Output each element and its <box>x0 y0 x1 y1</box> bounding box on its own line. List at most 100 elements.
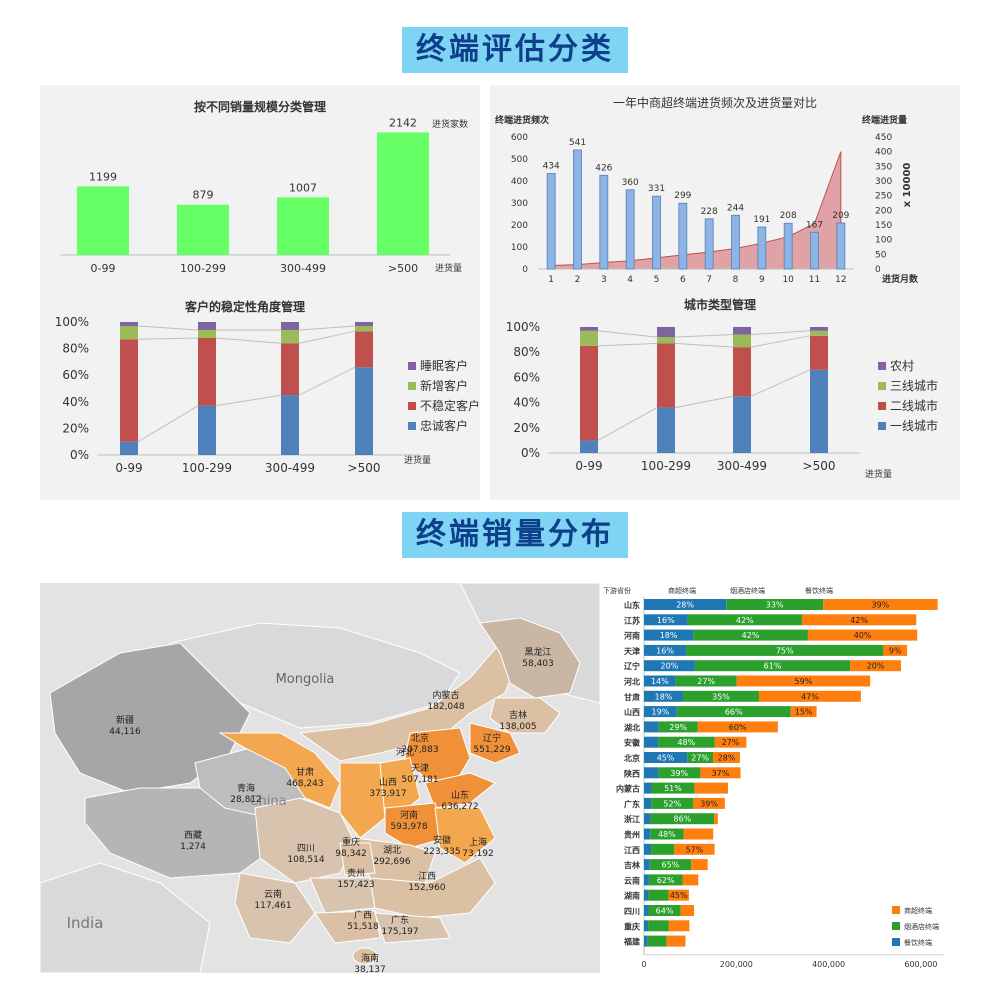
stacked-segment <box>733 327 751 335</box>
stacked-segment <box>807 629 918 641</box>
stacked-segment <box>700 767 741 779</box>
x-axis-label: 进货量 <box>435 262 462 274</box>
x-tick-label: 100-299 <box>641 459 691 473</box>
province-name: 广西 <box>354 909 372 921</box>
province-name: 重庆 <box>342 836 360 848</box>
stacked-segment <box>580 330 598 346</box>
chart-customer-stability: 客户的稳定性角度管理 进货量 0% 20% 40% 60% 80% 100% 0-99 100… <box>40 295 480 500</box>
data-label: 1007 <box>289 181 317 194</box>
bar <box>757 226 767 270</box>
segment-label: 27% <box>691 754 709 763</box>
category-label: 湖南 <box>624 891 640 901</box>
stacked-segment <box>713 752 740 763</box>
column-header-province: 下游省份 <box>603 586 631 595</box>
stacked-segment <box>651 782 695 794</box>
china-sales-map: Mongolia China India 黑龙江 58,403 新疆 44,116 内蒙… <box>39 582 601 975</box>
series-connector <box>750 335 811 348</box>
stacked-segment <box>644 828 651 840</box>
province-jilin <box>489 697 561 734</box>
province-name: 湖北 <box>383 845 401 856</box>
legend-swatch <box>892 938 900 946</box>
segment-label: 20% <box>661 662 679 671</box>
segment-label: 47% <box>801 692 819 701</box>
legend-swatch <box>408 362 416 370</box>
province-value: 28,812 <box>230 795 262 805</box>
legend-label: 不稳定客户 <box>420 398 480 413</box>
province-gansu <box>218 732 341 809</box>
stacked-segment <box>355 367 373 455</box>
province-heilongjiang <box>479 617 581 699</box>
stacked-segment <box>648 874 683 886</box>
data-label: 331 <box>648 184 665 194</box>
province-value: 73,192 <box>462 849 494 859</box>
data-label: 191 <box>753 215 770 225</box>
y-axis-label-left: 终端进货频次 <box>494 114 549 126</box>
stacked-segment <box>810 330 828 336</box>
stacked-segment <box>697 721 778 733</box>
stacked-segment <box>281 395 299 455</box>
column-header-label: 商超终端 <box>668 586 696 595</box>
province-guangdong <box>374 912 451 944</box>
segment-label: 15% <box>795 708 813 717</box>
province-liaoning <box>469 722 521 764</box>
stacked-segment <box>580 440 598 453</box>
x-tick-label: 300-499 <box>265 461 315 475</box>
bar <box>177 204 229 255</box>
y-tick-right: 450 <box>875 133 892 143</box>
x-tick-label: 5 <box>654 275 660 285</box>
province-shaanxi <box>339 762 386 839</box>
chart-title: 按不同销量规模分类管理 <box>194 99 326 114</box>
section-title-distribution: 终端销量分布 <box>402 512 628 558</box>
stacked-segment <box>355 322 373 326</box>
data-label: 167 <box>806 220 823 230</box>
province-value: 373,917 <box>369 789 406 799</box>
stacked-segment <box>823 599 938 610</box>
bar <box>731 214 740 270</box>
category-label: 吉林 <box>624 860 640 870</box>
section-title-evaluation: 终端评估分类 <box>402 27 628 73</box>
x-tick-label: 8 <box>733 275 739 285</box>
segment-label: 28% <box>718 754 736 763</box>
province-chongqing <box>339 842 376 876</box>
stacked-segment <box>198 329 216 338</box>
x-tick-label: >500 <box>803 459 836 473</box>
province-name: 安徽 <box>433 834 451 846</box>
stacked-segment <box>733 334 751 348</box>
stacked-segment <box>686 644 884 656</box>
segment-label: 14% <box>651 677 669 686</box>
stacked-segment <box>726 599 824 610</box>
country-label-china: China <box>249 794 286 809</box>
stacked-segment <box>687 752 714 763</box>
legend-swatch <box>878 402 886 410</box>
segment-label: 42% <box>736 616 754 625</box>
segment-label: 62% <box>657 876 675 885</box>
stacked-segment <box>355 331 373 368</box>
x-tick-label: 4 <box>627 275 633 285</box>
x-tick-label: 300-499 <box>280 262 326 275</box>
province-value: 1,274 <box>180 842 206 852</box>
stacked-segment <box>683 828 714 840</box>
province-value: 551,229 <box>473 745 510 755</box>
x-axis-label: 进货量 <box>404 454 431 466</box>
stacked-segment <box>644 905 649 916</box>
legend-swatch <box>878 382 886 390</box>
x-tick-label: 7 <box>706 275 712 285</box>
segment-label: 40% <box>854 631 872 640</box>
stacked-segment <box>810 335 828 370</box>
stacked-segment <box>649 859 692 871</box>
y-tick-label: 80% <box>62 342 89 356</box>
stacked-segment <box>801 614 917 626</box>
province-name: 青海 <box>237 782 255 794</box>
stacked-segment <box>758 690 861 702</box>
x-tick-label: 200,000 <box>720 960 753 969</box>
stacked-segment <box>657 337 675 344</box>
stacked-segment <box>680 905 695 916</box>
x-tick-label: 400,000 <box>812 960 845 969</box>
x-tick-label: 12 <box>835 275 846 285</box>
y-tick-right: 300 <box>875 177 892 187</box>
x-tick-label: 100-299 <box>182 461 232 475</box>
stacked-segment <box>648 920 669 932</box>
category-label: 江西 <box>624 845 640 855</box>
segment-label: 51% <box>664 784 682 793</box>
bar <box>573 149 582 270</box>
